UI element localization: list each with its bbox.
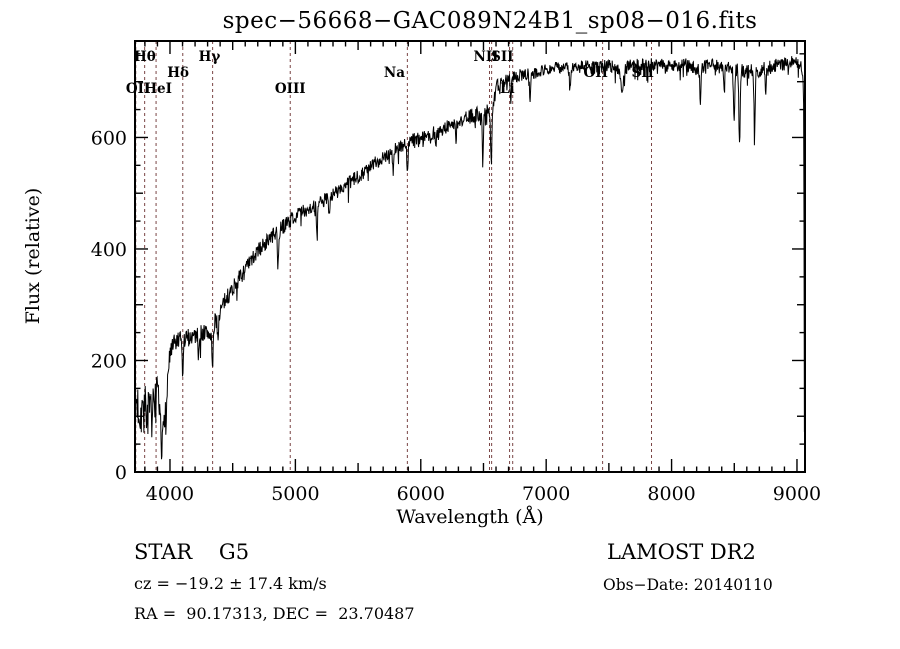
obs-date-label: Obs−Date: 20140110: [603, 576, 773, 594]
x-tick-label: 9000: [773, 483, 821, 505]
line-marker-label: HeI: [144, 81, 172, 97]
axes-box: [134, 40, 806, 473]
coordinates-label: RA = 90.17313, DEC = 23.70487: [134, 604, 415, 623]
y-tick-label: 0: [115, 462, 127, 484]
line-marker-label: Hδ: [167, 65, 189, 81]
chart-title: spec−56668−GAC089N24B1_sp08−016.fits: [0, 8, 900, 34]
radial-velocity-label: cz = −19.2 ± 17.4 km/s: [134, 574, 327, 593]
x-tick-label: 6000: [397, 483, 445, 505]
line-marker-label: OII: [584, 65, 608, 81]
x-axis-title: Wavelength (Å): [396, 506, 544, 528]
line-marker-label: Hθ: [134, 49, 156, 65]
line-marker-label: SII: [491, 49, 513, 65]
line-marker-label: OII: [126, 81, 150, 97]
y-axis-title: Flux (relative): [22, 187, 44, 325]
line-marker-label: Li: [500, 81, 515, 97]
spectrum-line: [134, 56, 805, 461]
object-class-label: STAR G5: [134, 540, 250, 564]
x-tick-label: 8000: [647, 483, 695, 505]
line-marker-label: SII: [632, 65, 654, 81]
line-marker-label: NII: [473, 49, 498, 65]
x-tick-label: 4000: [146, 483, 194, 505]
x-tick-label: 5000: [271, 483, 319, 505]
y-tick-label: 200: [91, 350, 127, 372]
y-tick-label: 400: [91, 239, 127, 261]
x-tick-label: 7000: [522, 483, 570, 505]
line-marker-label: OIII: [275, 81, 306, 97]
y-tick-label: 600: [91, 127, 127, 149]
survey-release-label: LAMOST DR2: [607, 540, 756, 564]
chart-title-text: spec−56668−GAC089N24B1_sp08−016.fits: [222, 8, 758, 34]
line-marker-label: Hγ: [199, 49, 221, 65]
line-marker-label: Na: [384, 65, 405, 81]
